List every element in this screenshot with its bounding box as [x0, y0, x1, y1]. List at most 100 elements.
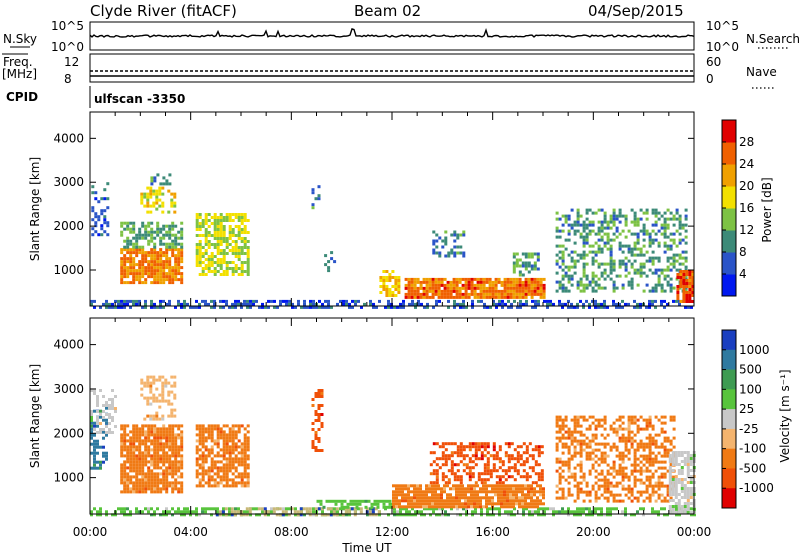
data-cell [210, 478, 214, 482]
data-cell [458, 277, 462, 281]
data-cell [636, 302, 639, 306]
data-cell [621, 436, 625, 440]
data-cell [689, 496, 693, 499]
data-cell [237, 445, 241, 449]
data-cell [582, 302, 585, 306]
data-cell [582, 283, 586, 287]
data-cell [416, 505, 419, 509]
data-cell [594, 427, 598, 431]
data-cell [615, 484, 619, 488]
data-cell [450, 472, 454, 476]
data-cell [210, 305, 213, 309]
data-cell [132, 457, 136, 461]
data-cell [651, 238, 655, 242]
data-cell [126, 224, 130, 228]
data-cell [621, 427, 625, 431]
data-cell [174, 457, 178, 461]
data-cell [210, 234, 214, 237]
data-cell [420, 510, 423, 514]
data-cell [173, 210, 177, 214]
colorbar-tick-label: -500 [739, 461, 766, 475]
data-cell [479, 280, 483, 284]
data-cell [159, 278, 163, 282]
data-cell [159, 472, 163, 476]
data-cell [129, 463, 133, 467]
data-cell [159, 513, 162, 517]
data-cell [480, 472, 484, 476]
data-cell [564, 424, 568, 428]
data-cell [597, 424, 601, 428]
data-cell [422, 502, 425, 506]
data-cell [512, 267, 516, 271]
data-cell [90, 430, 93, 434]
data-cell [676, 273, 680, 276]
data-cell [669, 262, 673, 266]
power-x-ticks [89, 112, 695, 306]
data-cell [173, 381, 177, 385]
data-cell [600, 220, 604, 224]
data-cell [379, 279, 383, 282]
data-cell [146, 414, 150, 418]
data-cell [150, 460, 154, 464]
data-cell [540, 451, 544, 455]
data-cell [231, 478, 235, 482]
data-cell [138, 478, 142, 482]
data-cell [474, 463, 478, 467]
data-cell [234, 430, 238, 434]
data-cell [684, 223, 688, 227]
data-cell [237, 451, 241, 455]
data-cell [654, 256, 658, 260]
data-cell [391, 291, 395, 294]
data-cell [564, 214, 568, 218]
data-cell [561, 253, 565, 257]
data-cell [432, 251, 436, 255]
data-cell [201, 454, 205, 458]
data-cell [195, 219, 199, 222]
data-cell [129, 305, 132, 309]
data-cell [204, 249, 208, 252]
data-cell [138, 433, 142, 437]
data-cell [147, 507, 150, 511]
data-cell [388, 279, 392, 282]
data-cell [570, 302, 573, 306]
data-cell [618, 214, 622, 218]
data-cell [339, 513, 342, 517]
data-cell [651, 436, 655, 440]
data-cell [174, 472, 178, 476]
data-cell [150, 430, 154, 434]
data-cell [527, 490, 530, 494]
data-cell [621, 475, 625, 479]
data-cell [663, 421, 667, 425]
data-cell [135, 302, 138, 306]
data-cell [171, 233, 175, 237]
data-cell [147, 510, 150, 514]
data-cell [585, 223, 589, 227]
data-cell [636, 427, 640, 431]
data-cell [564, 478, 568, 482]
data-cell [153, 263, 157, 267]
data-cell [138, 472, 142, 476]
data-cell [627, 259, 631, 263]
data-cell [419, 493, 422, 497]
data-cell [213, 273, 217, 276]
data-cell [231, 273, 235, 276]
data-cell [455, 487, 458, 491]
data-cell [579, 289, 583, 293]
data-cell [321, 302, 324, 306]
data-cell [158, 186, 162, 190]
data-cell [198, 240, 202, 243]
data-cell [621, 451, 625, 455]
data-cell [654, 220, 658, 224]
data-cell [120, 427, 124, 431]
data-cell [648, 469, 652, 473]
data-cell [388, 499, 392, 503]
data-cell [686, 481, 690, 484]
data-cell [246, 258, 250, 261]
data-cell [293, 510, 297, 514]
data-cell [666, 256, 670, 260]
data-cell [195, 234, 199, 237]
data-cell [479, 295, 483, 299]
data-cell [429, 463, 433, 467]
data-cell [453, 233, 457, 237]
data-cell [135, 263, 139, 267]
